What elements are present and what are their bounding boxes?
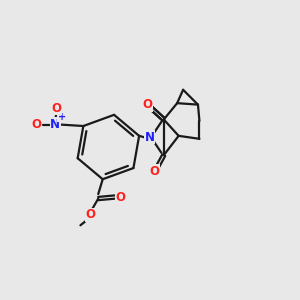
- Text: +: +: [58, 112, 66, 122]
- Text: O: O: [32, 118, 42, 131]
- Text: O: O: [52, 102, 61, 115]
- Text: N: N: [50, 118, 60, 131]
- Text: N: N: [145, 131, 154, 144]
- Text: O: O: [142, 98, 152, 111]
- Text: O: O: [116, 190, 125, 204]
- Text: O: O: [86, 208, 96, 221]
- Text: O: O: [150, 165, 160, 178]
